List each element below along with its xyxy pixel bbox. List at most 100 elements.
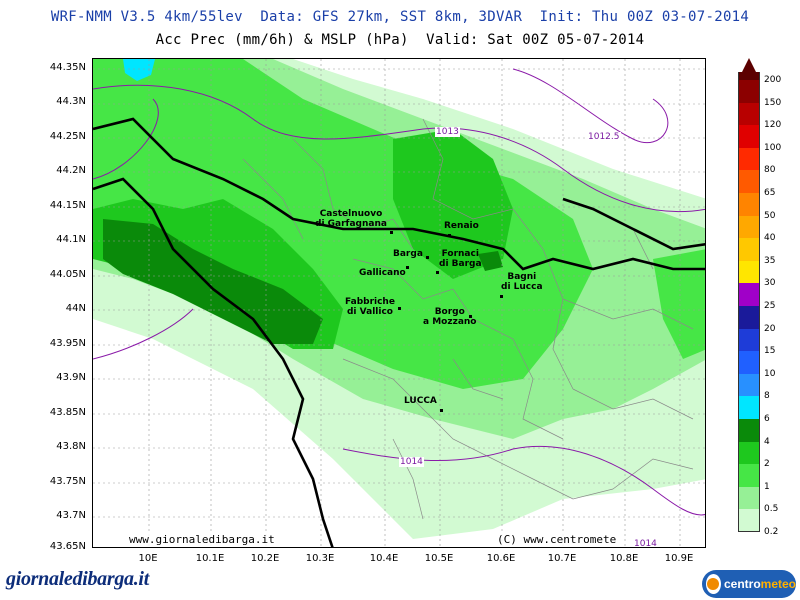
- isobars: [93, 68, 705, 516]
- precip-area-4b: [478, 251, 503, 271]
- legend-swatch: [738, 80, 760, 103]
- precip-area-6: [123, 59, 155, 81]
- legend-label: 150: [764, 97, 782, 108]
- town-marker: [500, 295, 503, 298]
- town-marker: [406, 266, 409, 269]
- lat-tick-label: 43.75N: [49, 476, 86, 487]
- legend-swatch: [738, 486, 760, 510]
- legend-label: 100: [764, 142, 782, 153]
- credit-left: www.giornaledibarga.it: [127, 533, 277, 546]
- town-marker: [436, 271, 439, 274]
- legend-label: 0.2: [764, 527, 779, 537]
- lon-tick-label: 10.5E: [424, 553, 454, 564]
- legend-swatch: [738, 306, 760, 329]
- lon-tick-label: 10.6E: [486, 553, 516, 564]
- legend-swatch: [738, 147, 760, 171]
- town-label: Fabbriche di Vallico: [345, 297, 395, 317]
- legend-label: 20: [764, 323, 776, 334]
- legend-swatch: [738, 509, 760, 532]
- legend-label: 2: [764, 459, 770, 470]
- lon-tick-label: 10.4E: [369, 553, 399, 564]
- lon-tick-label: 10.7E: [547, 553, 577, 564]
- lon-tick-label: 10.9E: [664, 553, 694, 564]
- lat-tick-label: 44.1N: [56, 234, 86, 245]
- precip-area-2b: [393, 129, 513, 279]
- legend-swatch: [738, 419, 760, 442]
- legend-swatch: [738, 215, 760, 239]
- isobar-1012-5: [512, 68, 669, 144]
- isobar-label: 1012.5: [587, 132, 621, 142]
- legend-swatch: [738, 238, 760, 261]
- legend-label: 30: [764, 278, 776, 289]
- legend-label: 50: [764, 210, 776, 221]
- lat-tick-label: 43.8N: [56, 441, 86, 452]
- town-label: Borgo a Mozzano: [423, 307, 477, 327]
- precip-area-1b: [653, 249, 705, 359]
- model-info-title: WRF-NMM V3.5 4km/55lev Data: GFS 27km, S…: [50, 9, 750, 25]
- legend-label: 8: [764, 391, 770, 402]
- lat-tick-label: 43.85N: [49, 407, 86, 418]
- town-label: Bagni di Lucca: [501, 272, 543, 292]
- lat-tick-label: 43.95N: [49, 338, 86, 349]
- lat-tick-label: 44.15N: [49, 200, 86, 211]
- lat-tick-label: 44N: [65, 303, 86, 314]
- town-marker: [390, 231, 393, 234]
- grid-lines: [93, 59, 705, 547]
- lat-tick-label: 44.2N: [56, 165, 86, 176]
- town-label: Barga: [393, 249, 423, 259]
- precip-legend: 200 150 120 100 80 65 50 40 35 30 25 20 15 10 8 6 4 2 1 0.5…: [738, 58, 798, 537]
- town-marker: [398, 307, 401, 310]
- legend-label: 80: [764, 165, 776, 176]
- legend-swatch: [738, 170, 760, 193]
- lat-tick-label: 44.35N: [49, 62, 86, 73]
- lat-tick-label: 43.9N: [56, 372, 86, 383]
- isobar-label: 1014: [633, 539, 658, 548]
- legend-swatch: [738, 125, 760, 148]
- legend-swatch: [738, 328, 760, 352]
- centrometeo-logo-text: centrometeo: [723, 577, 796, 591]
- town-marker: [448, 234, 451, 237]
- town-label: Fornaci di Barga: [439, 249, 482, 269]
- legend-label: 4: [764, 436, 770, 447]
- town-label: LUCCA: [404, 396, 437, 406]
- legend-label: 1: [764, 481, 770, 492]
- town-marker: [440, 409, 443, 412]
- legend-label: 40: [764, 233, 776, 244]
- town-marker: [426, 256, 429, 259]
- town-label: Gallicano: [359, 268, 406, 278]
- map-graphic: [93, 59, 705, 547]
- lon-tick-label: 10E: [138, 553, 158, 564]
- isobar-label: 1013: [435, 127, 460, 137]
- legend-swatch: [738, 373, 760, 397]
- lat-tick-label: 43.65N: [49, 541, 86, 552]
- lat-tick-label: 44.3N: [56, 96, 86, 107]
- precip-area-1: [93, 59, 593, 389]
- legend-swatch: [738, 441, 760, 465]
- legend-label: 65: [764, 188, 776, 198]
- credit-right: (C) www.centromete: [495, 533, 619, 546]
- lat-tick-label: 44.05N: [49, 269, 86, 280]
- lon-tick-label: 10.2E: [250, 553, 280, 564]
- legend-swatch: [738, 283, 760, 306]
- giornaledibarga-logo: giornaledibarga.it: [6, 568, 149, 590]
- legend-swatch: [738, 102, 760, 126]
- sun-icon: [706, 574, 721, 594]
- legend-label: 200: [764, 75, 782, 85]
- legend-swatch: [738, 260, 760, 284]
- legend-label: 35: [764, 255, 776, 266]
- legend-label: 0.5: [764, 504, 779, 515]
- lat-tick-label: 43.7N: [56, 510, 86, 521]
- lon-tick-label: 10.8E: [609, 553, 639, 564]
- legend-label: 6: [764, 414, 770, 424]
- lon-tick-label: 10.3E: [305, 553, 335, 564]
- isobar-1013-west: [93, 98, 159, 180]
- lon-tick-label: 10.1E: [195, 553, 225, 564]
- map-header: WRF-NMM V3.5 4km/55lev Data: GFS 27km, S…: [0, 0, 800, 56]
- precip-area-4: [103, 219, 323, 344]
- legend-label: 10: [764, 368, 776, 379]
- legend-swatch: [738, 351, 760, 374]
- town-marker: [469, 315, 472, 318]
- legend-label: 25: [764, 301, 776, 311]
- precip-fields: [93, 59, 705, 539]
- lat-tick-label: 44.25N: [49, 131, 86, 142]
